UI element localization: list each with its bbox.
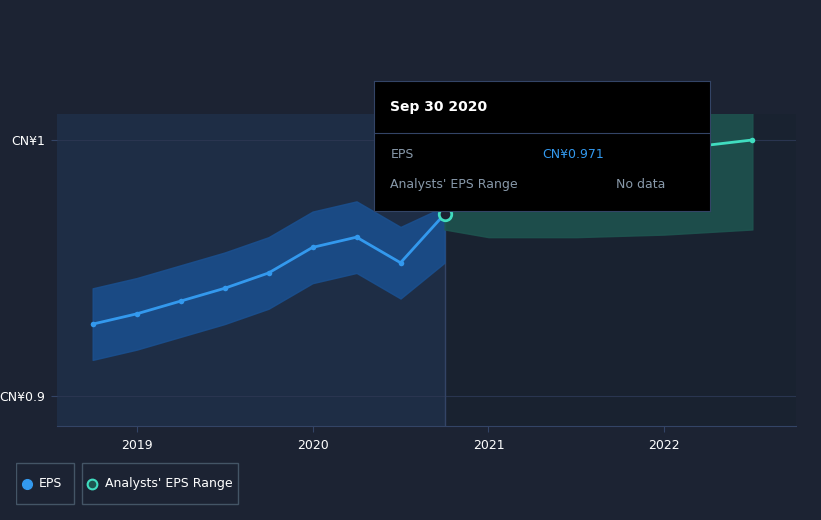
Bar	[57, 114, 444, 426]
Bar	[82, 463, 238, 504]
Text: Actual: Actual	[397, 155, 436, 168]
Text: Sep 30 2020: Sep 30 2020	[391, 100, 488, 114]
Bar	[444, 114, 796, 426]
Text: No data: No data	[616, 178, 665, 191]
Text: CN¥0.971: CN¥0.971	[542, 148, 603, 161]
Bar	[16, 463, 74, 504]
Text: Analysts Forecasts: Analysts Forecasts	[453, 155, 570, 168]
Text: Analysts' EPS Range: Analysts' EPS Range	[391, 178, 518, 191]
Text: EPS: EPS	[39, 477, 62, 490]
Text: Analysts' EPS Range: Analysts' EPS Range	[105, 477, 232, 490]
Text: EPS: EPS	[391, 148, 414, 161]
